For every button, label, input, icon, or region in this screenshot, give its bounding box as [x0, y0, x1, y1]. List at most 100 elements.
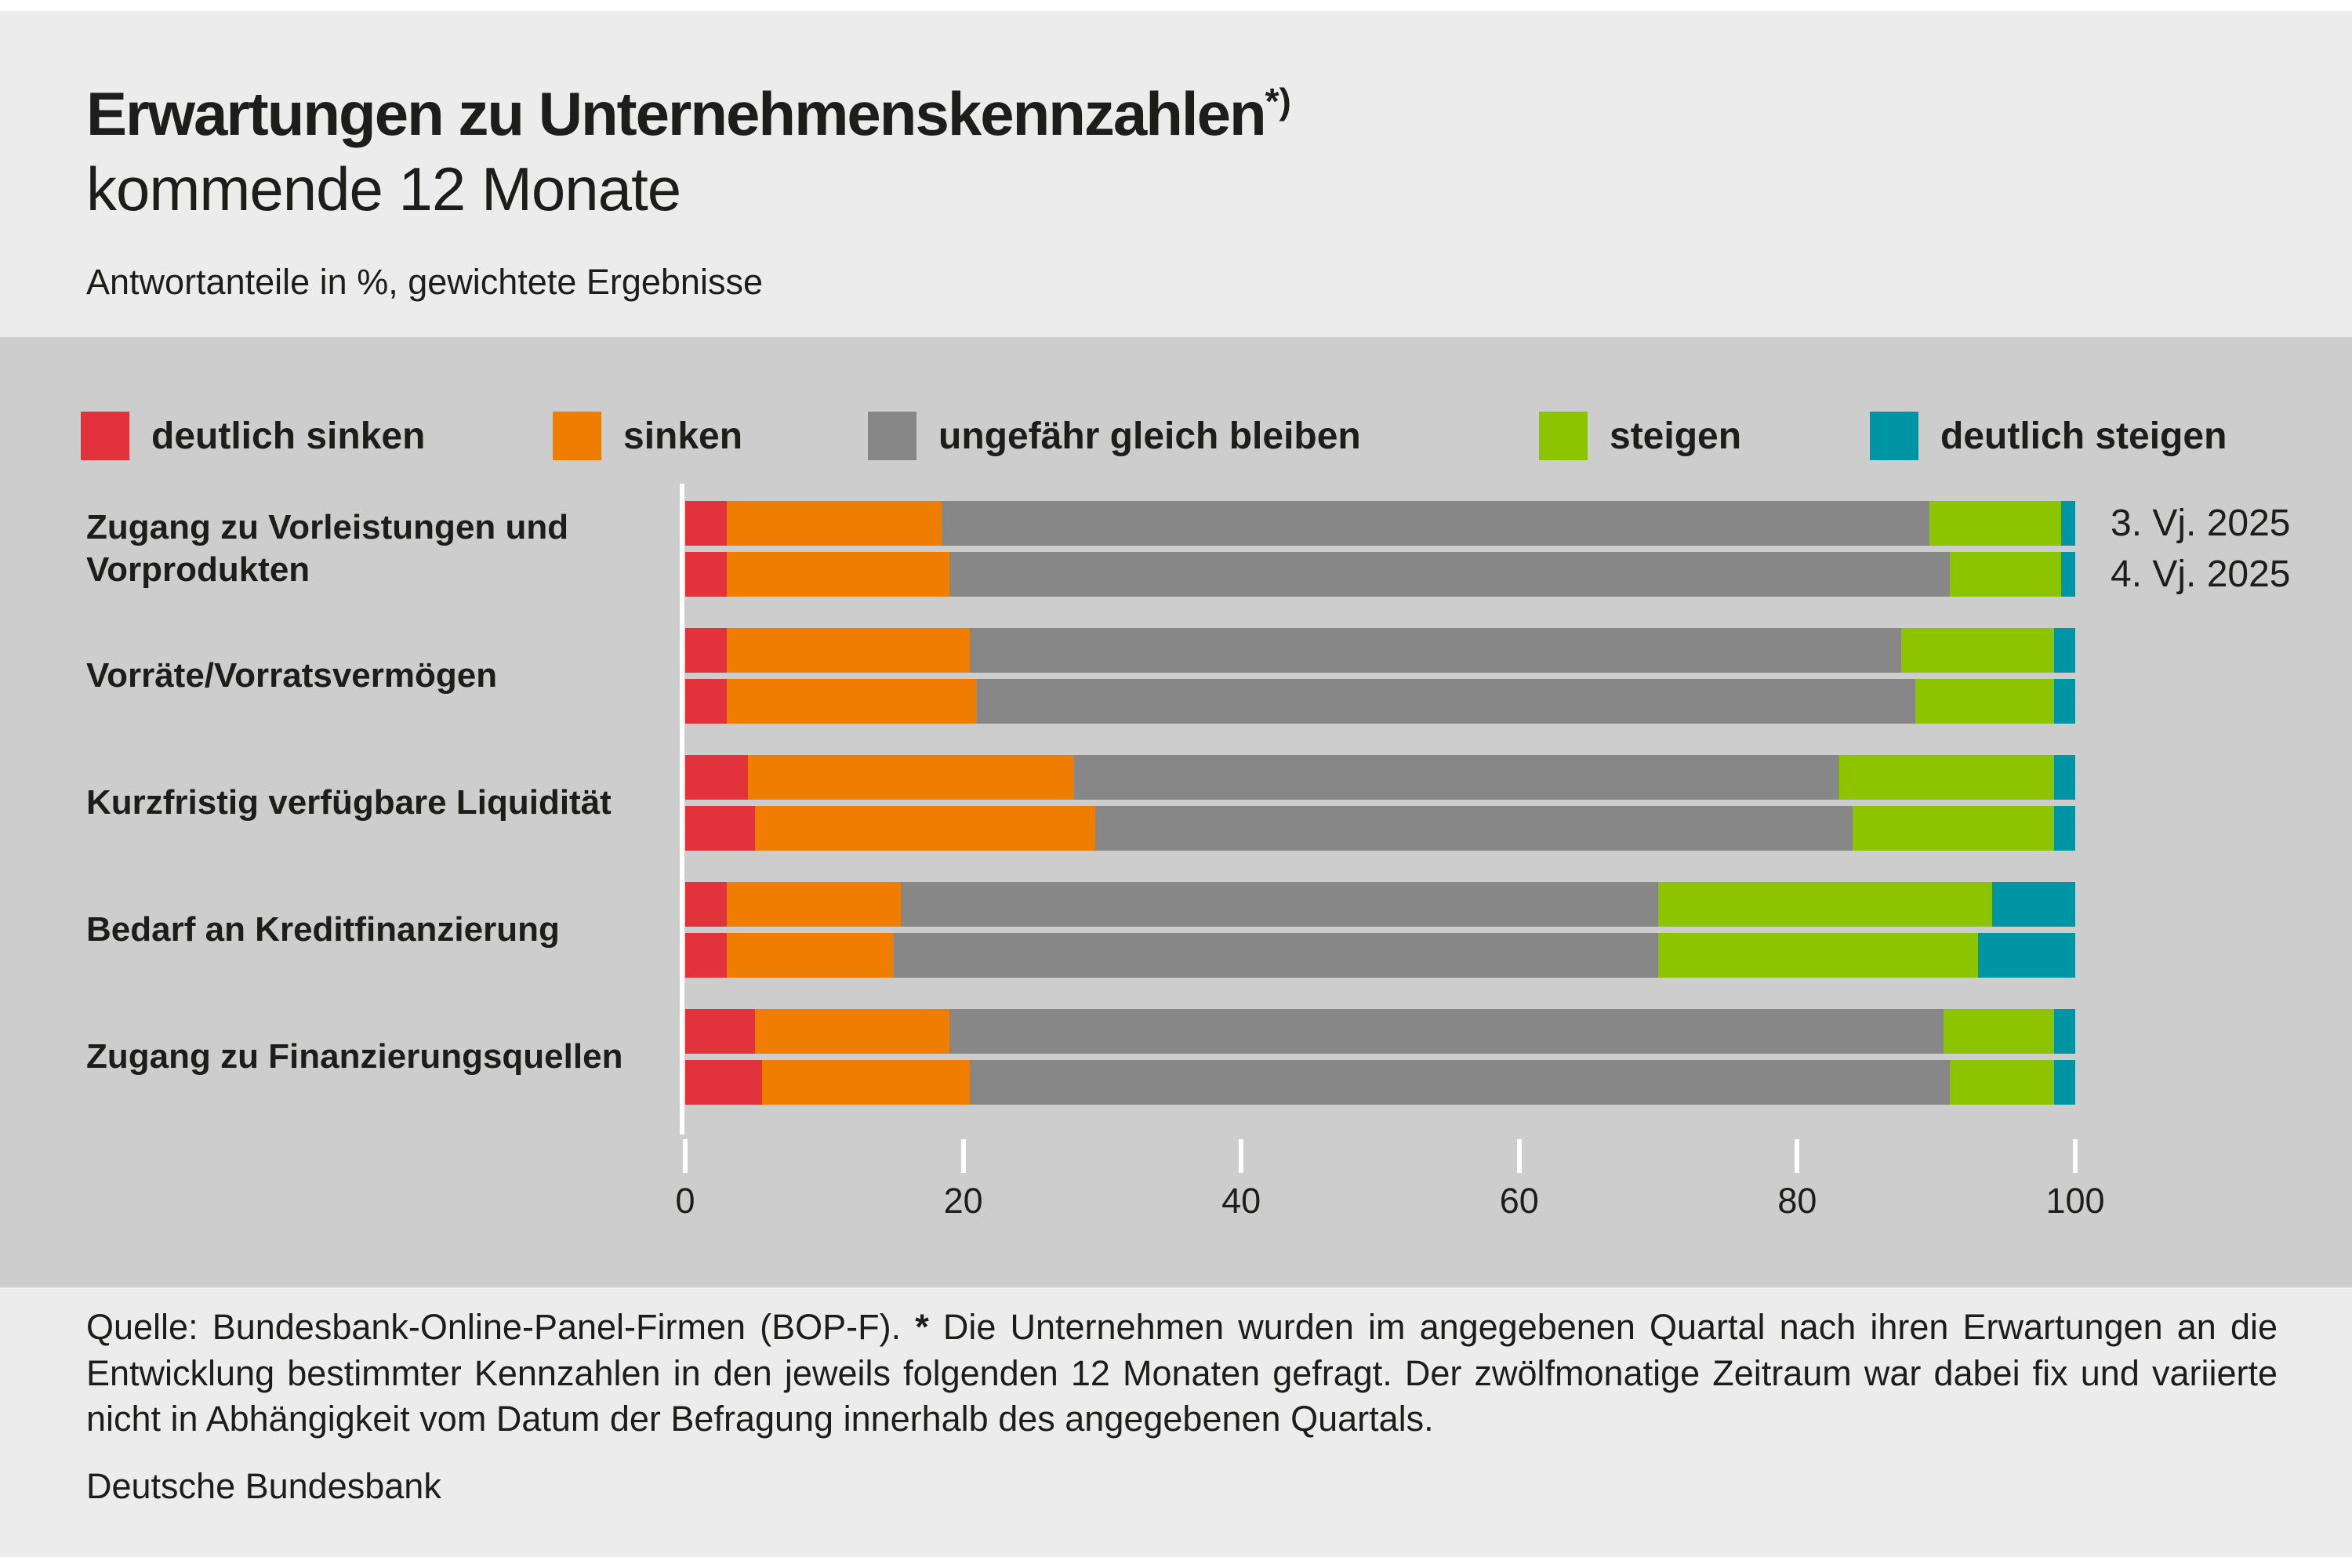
bar-row [685, 806, 2075, 851]
x-tick-label: 20 [943, 1181, 983, 1221]
bar-segment-deutlich-steigen [1977, 933, 2075, 978]
bar-segment-steigen [1943, 1009, 2055, 1054]
bar-segment-deutlich-sinken [685, 552, 728, 597]
bar-row [685, 501, 2075, 546]
bar-row [685, 1060, 2075, 1105]
bar-segment-sinken [727, 501, 942, 546]
category-label-bedarf-an-kreditfinanzierung: Bedarf an Kreditfinanzierung [86, 910, 560, 949]
bar-segment-deutlich-steigen [2054, 806, 2075, 851]
bar-segment-steigen [1838, 755, 2055, 800]
bar-row [685, 552, 2075, 597]
legend-swatch-deutlich-sinken [81, 412, 129, 460]
x-tick-80 [1795, 1139, 1800, 1173]
source-prefix: Quelle: Bundesbank-Online-Panel-Firmen (… [86, 1307, 916, 1347]
legend-item-sinken: sinken [553, 412, 742, 460]
bar-row [685, 882, 2075, 927]
chart-footer: Quelle: Bundesbank-Online-Panel-Firmen (… [0, 1287, 2352, 1557]
x-tick-40 [1239, 1139, 1244, 1173]
page-subtitle: kommende 12 Monate [86, 154, 681, 223]
bar-segment-deutlich-steigen [2054, 628, 2075, 673]
legend-label: deutlich steigen [1940, 415, 2227, 457]
bar-segment-ungefähr-gleich-bleiben [1095, 806, 1853, 851]
legend-swatch-deutlich-steigen [1870, 412, 1918, 460]
bar-segment-sinken [761, 1060, 971, 1105]
category-label-kurzfristig-verfügbare-liquidität: Kurzfristig verfügbare Liquidität [86, 783, 612, 822]
footnote-asterisk: * [915, 1307, 929, 1347]
bar-segment-sinken [747, 755, 1075, 800]
bar-row [685, 628, 2075, 673]
bar-segment-ungefähr-gleich-bleiben [970, 1060, 1951, 1105]
bar-segment-steigen [1658, 882, 1992, 927]
bar-segment-steigen [1950, 1060, 2055, 1105]
bar-segment-ungefähr-gleich-bleiben [970, 628, 1902, 673]
bar-segment-deutlich-sinken [685, 501, 728, 546]
bar-segment-deutlich-steigen [2061, 552, 2075, 597]
x-tick-label: 40 [1221, 1181, 1261, 1221]
bar-segment-steigen [1658, 933, 1978, 978]
legend-label: sinken [623, 415, 743, 457]
legend-item-deutlich-sinken: deutlich sinken [81, 412, 425, 460]
bar-row [685, 679, 2075, 724]
x-tick-100 [2073, 1139, 2078, 1173]
x-tick-20 [960, 1139, 966, 1173]
legend-label: ungefähr gleich bleiben [938, 415, 1361, 457]
legend-swatch-steigen [1539, 412, 1588, 460]
bar-segment-steigen [1915, 679, 2055, 724]
legend-swatch-ungefähr-gleich-bleiben [868, 412, 916, 460]
chart-panel: deutlich sinken sinken ungefähr gleich ble… [0, 337, 2352, 1287]
bar-segment-sinken [727, 628, 971, 673]
series-label-4-vj-2025: 4. Vj. 2025 [2111, 554, 2291, 595]
bar-segment-deutlich-steigen [2054, 755, 2075, 800]
legend-item-steigen: steigen [1539, 412, 1741, 460]
bar-segment-ungefähr-gleich-bleiben [942, 501, 1929, 546]
category-label-zugang-zu-vorleistungen-und-vorprodukten: Zugang zu Vorleistungen und Vorprodukten [86, 508, 569, 589]
source-note: Quelle: Bundesbank-Online-Panel-Firmen (… [86, 1305, 2278, 1443]
legend-item-ungefähr-gleich-bleiben: ungefähr gleich bleiben [868, 412, 1361, 460]
legend-label: steigen [1610, 415, 1742, 457]
x-tick-label: 0 [675, 1181, 695, 1221]
bar-segment-ungefähr-gleich-bleiben [977, 679, 1916, 724]
bar-segment-deutlich-sinken [685, 806, 755, 851]
bar-segment-deutlich-sinken [685, 882, 728, 927]
source-text: Die Unternehmen wurden im angegebenen Qu… [86, 1307, 2278, 1439]
bar-segment-sinken [754, 1009, 949, 1054]
bar-segment-sinken [727, 552, 949, 597]
bar-row [685, 1009, 2075, 1054]
category-label-vorräte-vorratsvermögen: Vorräte/Vorratsvermögen [86, 656, 498, 695]
unit-note: Antwortanteile in %, gewichtete Ergebnis… [86, 262, 763, 302]
bar-segment-deutlich-sinken [685, 1009, 755, 1054]
y-axis-line [680, 484, 684, 1134]
bar-segment-sinken [727, 679, 978, 724]
bar-segment-steigen [1853, 806, 2055, 851]
bar-segment-ungefähr-gleich-bleiben [949, 1009, 1944, 1054]
x-tick-label: 100 [2045, 1181, 2105, 1221]
publisher: Deutsche Bundesbank [86, 1466, 441, 1506]
bar-segment-sinken [727, 933, 894, 978]
bar-row [685, 933, 2075, 978]
bar-segment-deutlich-steigen [2054, 1009, 2075, 1054]
bar-segment-deutlich-steigen [2054, 679, 2075, 724]
bar-segment-deutlich-sinken [685, 933, 728, 978]
bar-segment-deutlich-steigen [2061, 501, 2075, 546]
bar-segment-steigen [1929, 501, 2062, 546]
bar-segment-deutlich-sinken [685, 1060, 762, 1105]
bar-segment-steigen [1950, 552, 2062, 597]
x-tick-60 [1516, 1139, 1522, 1173]
bar-segment-deutlich-steigen [1991, 882, 2075, 927]
x-tick-label: 80 [1777, 1181, 1817, 1221]
bar-segment-sinken [727, 882, 901, 927]
bar-segment-deutlich-steigen [2054, 1060, 2075, 1105]
series-label-3-vj-2025: 3. Vj. 2025 [2111, 503, 2291, 544]
page-title: Erwartungen zu Unternehmenskennzahlen*) [86, 78, 1291, 150]
x-tick-0 [683, 1139, 688, 1173]
bar-row [685, 755, 2075, 800]
x-tick-label: 60 [1499, 1181, 1539, 1221]
bar-segment-ungefähr-gleich-bleiben [893, 933, 1659, 978]
legend-label: deutlich sinken [151, 415, 426, 457]
title-footnote-marker: *) [1265, 81, 1291, 122]
legend-item-deutlich-steigen: deutlich steigen [1870, 412, 2227, 460]
legend-swatch-sinken [553, 412, 601, 460]
bar-segment-sinken [754, 806, 1096, 851]
bar-segment-deutlich-sinken [685, 679, 728, 724]
bar-segment-ungefähr-gleich-bleiben [1074, 755, 1839, 800]
